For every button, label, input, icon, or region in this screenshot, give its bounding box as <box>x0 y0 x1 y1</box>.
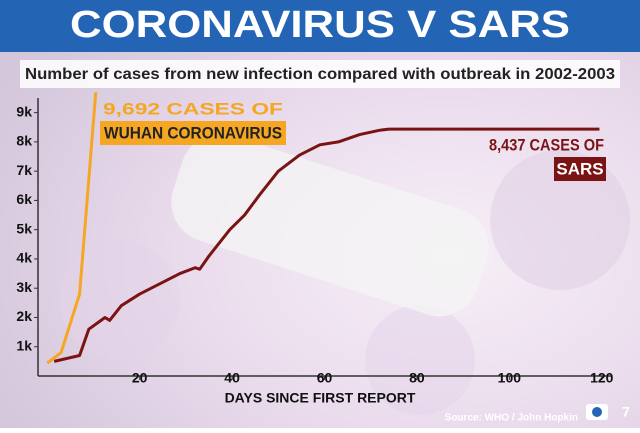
x-tick-label: 120 <box>590 370 614 386</box>
y-tick-label: 8k <box>16 133 32 149</box>
series-line <box>53 127 600 363</box>
y-tick-label: 3k <box>16 279 32 295</box>
annotation: WUHAN CORONAVIRUS <box>104 123 282 142</box>
tube <box>171 133 489 317</box>
title-banner <box>0 0 640 52</box>
x-tick-label: 80 <box>409 370 425 386</box>
y-tick-label: 5k <box>16 220 32 236</box>
y-tick-label: 9k <box>16 103 32 119</box>
chart-subtitle: Number of cases from new infection compa… <box>25 66 615 83</box>
x-tick-label: 40 <box>224 370 240 386</box>
y-tick-label: 1k <box>16 337 32 353</box>
annotation: 9,692 CASES OF <box>103 99 283 118</box>
x-tick-label: 100 <box>498 370 522 386</box>
y-tick-label: 2k <box>16 308 32 324</box>
subtitle-box <box>20 60 620 88</box>
chart-title: CORONAVIRUS V SARS <box>70 4 570 46</box>
y-tick-label: 6k <box>16 191 32 207</box>
x-axis-label: DAYS SINCE FIRST REPORT <box>225 390 416 406</box>
camera-lens <box>592 407 602 417</box>
x-tick-label: 20 <box>132 370 148 386</box>
annotation-box <box>554 157 606 181</box>
annotation-box <box>100 121 286 145</box>
y-tick-label: 7k <box>16 162 32 178</box>
source: Source: WHO / John Hopkin <box>445 413 578 424</box>
photo-count: 7 <box>622 404 630 420</box>
y-tick-label: 4k <box>16 250 32 266</box>
annotation: SARS <box>556 159 603 178</box>
series-line <box>46 92 98 365</box>
annotation: 8,437 CASES OF <box>489 135 604 154</box>
x-tick-label: 60 <box>317 370 333 386</box>
